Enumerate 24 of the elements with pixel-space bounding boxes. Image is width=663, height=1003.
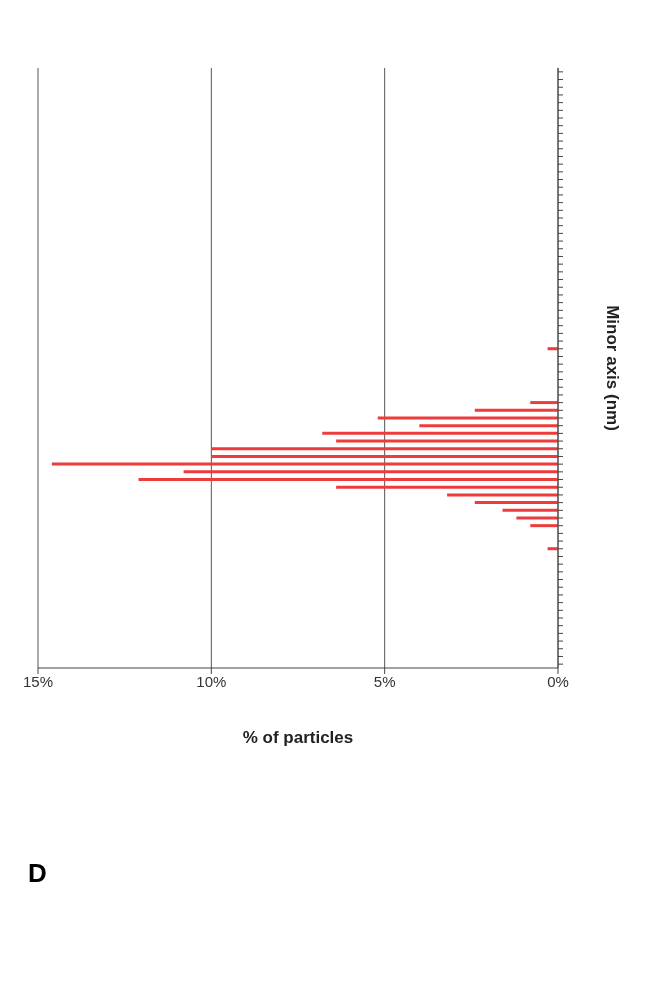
bar [322, 431, 558, 435]
bar [211, 454, 558, 458]
x-tick-label: 10% [196, 672, 227, 690]
bar [183, 470, 558, 474]
bar [502, 508, 558, 512]
bar [211, 447, 558, 451]
bar [516, 516, 558, 520]
bar [138, 478, 558, 481]
bar [530, 524, 558, 528]
bar [530, 401, 558, 405]
bar [474, 408, 558, 412]
x-tick-label: 0% [547, 672, 569, 690]
bar [336, 439, 558, 443]
bar [447, 493, 558, 497]
bar [336, 485, 558, 489]
bar [474, 501, 558, 505]
y-axis-title: Minor axis (nm) [602, 305, 622, 431]
x-tick-label: 5% [373, 672, 396, 690]
x-axis-title: % of particles [242, 728, 354, 747]
bar [51, 462, 558, 466]
bar [419, 424, 558, 428]
text: D [28, 858, 47, 889]
x-tick-label: 15% [22, 672, 54, 690]
bar [377, 416, 558, 420]
